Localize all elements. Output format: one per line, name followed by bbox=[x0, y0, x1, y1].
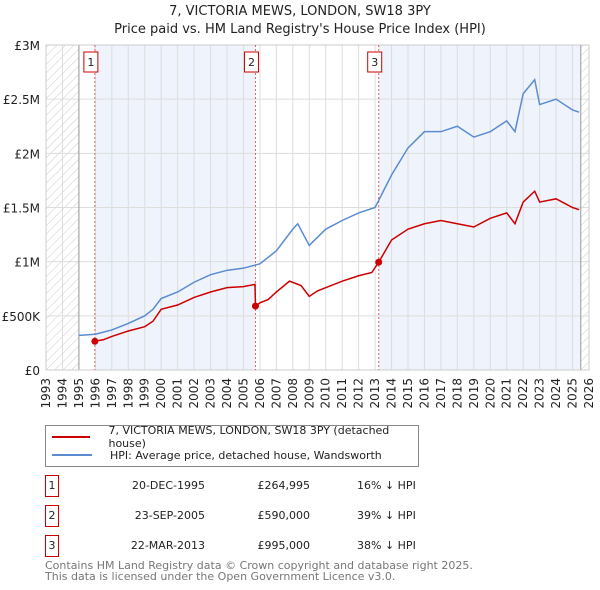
legend-label-hpi: HPI: Average price, detached house, Wand… bbox=[110, 448, 382, 462]
x-tick-label: 2022 bbox=[516, 378, 530, 409]
footer-line-2: This data is licensed under the Open Gov… bbox=[45, 570, 396, 583]
legend: 7, VICTORIA MEWS, LONDON, SW18 3PY (deta… bbox=[45, 424, 419, 467]
sale-marker-label: 3 bbox=[371, 56, 378, 69]
sale-hpi-diff: 38% ↓ HPI bbox=[357, 539, 416, 552]
x-tick-label: 2002 bbox=[187, 378, 201, 409]
x-tick-label: 2016 bbox=[417, 378, 431, 409]
sale-hpi-diff: 16% ↓ HPI bbox=[357, 479, 416, 492]
sale-hpi-diff: 39% ↓ HPI bbox=[357, 509, 416, 522]
x-tick-label: 1999 bbox=[138, 378, 152, 409]
y-tick-label: £2M bbox=[14, 147, 40, 161]
sale-marker-box bbox=[367, 51, 383, 73]
x-tick-label: 2024 bbox=[549, 378, 563, 409]
x-tick-label: 2021 bbox=[500, 378, 514, 409]
sale-marker: 1 bbox=[45, 475, 59, 497]
x-tick-label: 2020 bbox=[483, 378, 497, 409]
x-tick-label: 2025 bbox=[566, 378, 580, 409]
x-tick-label: 2004 bbox=[220, 378, 234, 409]
sale-marker: 3 bbox=[45, 535, 59, 557]
x-tick-label: 2008 bbox=[286, 378, 300, 409]
footer: Contains HM Land Registry data © Crown c… bbox=[45, 560, 473, 582]
y-tick-label: £3M bbox=[14, 39, 40, 53]
y-tick-label: £500K bbox=[2, 310, 42, 324]
x-tick-label: 2011 bbox=[335, 378, 349, 409]
y-tick-label: £2.5M bbox=[3, 93, 40, 107]
chart-subtitle: Price paid vs. HM Land Registry's House … bbox=[114, 22, 486, 37]
x-tick-label: 2000 bbox=[154, 378, 168, 409]
sale-price: £995,000 bbox=[257, 539, 311, 552]
sale-marker: 2 bbox=[45, 505, 59, 527]
sale-date: 22-MAR-2013 bbox=[130, 539, 205, 552]
footer-line-1: Contains HM Land Registry data © Crown c… bbox=[45, 559, 473, 572]
chart-title: 7, VICTORIA MEWS, LONDON, SW18 3PY bbox=[169, 4, 431, 19]
x-tick-label: 2015 bbox=[401, 378, 415, 409]
x-tick-label: 2005 bbox=[236, 378, 250, 409]
plot-border bbox=[45, 44, 590, 371]
legend-swatch-price bbox=[52, 436, 91, 438]
x-tick-label: 2007 bbox=[269, 378, 283, 409]
sale-point bbox=[251, 302, 259, 310]
x-tick-label: 2017 bbox=[434, 378, 448, 409]
x-tick-label: 1998 bbox=[121, 378, 135, 409]
sale-price: £264,995 bbox=[257, 479, 311, 492]
plot-area: 1993 1994 1995 1996 1997 1998 1999 2000 2001 2002… bbox=[2, 39, 596, 409]
x-tick-label: 1997 bbox=[105, 378, 119, 409]
hpi-line bbox=[78, 77, 580, 337]
x-tick-label: 2023 bbox=[533, 378, 547, 409]
price-line bbox=[94, 189, 580, 343]
x-tick-label: 1993 bbox=[39, 378, 53, 409]
y-tick-label: £0 bbox=[25, 364, 40, 378]
sale-marker-box bbox=[243, 51, 259, 73]
x-tick-label: 1995 bbox=[72, 378, 86, 409]
x-tick-label: 2018 bbox=[450, 378, 464, 409]
sale-marker-label: 1 bbox=[87, 56, 94, 69]
x-tick-label: 1996 bbox=[88, 378, 102, 409]
sale-date: 20-DEC-1995 bbox=[131, 479, 205, 492]
sale-marker-box bbox=[83, 51, 99, 73]
sale-point bbox=[91, 337, 99, 345]
legend-swatch-hpi bbox=[52, 454, 92, 456]
x-tick-label: 2026 bbox=[582, 378, 596, 409]
sale-price: £590,000 bbox=[257, 509, 311, 522]
legend-label-price: 7, VICTORIA MEWS, LONDON, SW18 3PY (deta… bbox=[108, 424, 390, 450]
x-tick-label: 2001 bbox=[171, 378, 185, 409]
x-tick-label: 2014 bbox=[385, 378, 399, 409]
sale-marker-label: 2 bbox=[248, 56, 255, 69]
x-tick-label: 1994 bbox=[55, 378, 69, 409]
x-tick-label: 2003 bbox=[204, 378, 218, 409]
y-tick-label: £1.5M bbox=[3, 202, 40, 216]
y-tick-label: £1M bbox=[14, 256, 40, 270]
x-tick-label: 2006 bbox=[253, 378, 267, 409]
x-tick-label: 2019 bbox=[467, 378, 481, 409]
x-tick-label: 2012 bbox=[352, 378, 366, 409]
x-tick-label: 2013 bbox=[368, 378, 382, 409]
sale-date: 23-SEP-2005 bbox=[134, 509, 205, 522]
x-tick-label: 2010 bbox=[319, 378, 333, 409]
sale-point bbox=[375, 258, 383, 266]
x-tick-label: 2009 bbox=[302, 378, 316, 409]
